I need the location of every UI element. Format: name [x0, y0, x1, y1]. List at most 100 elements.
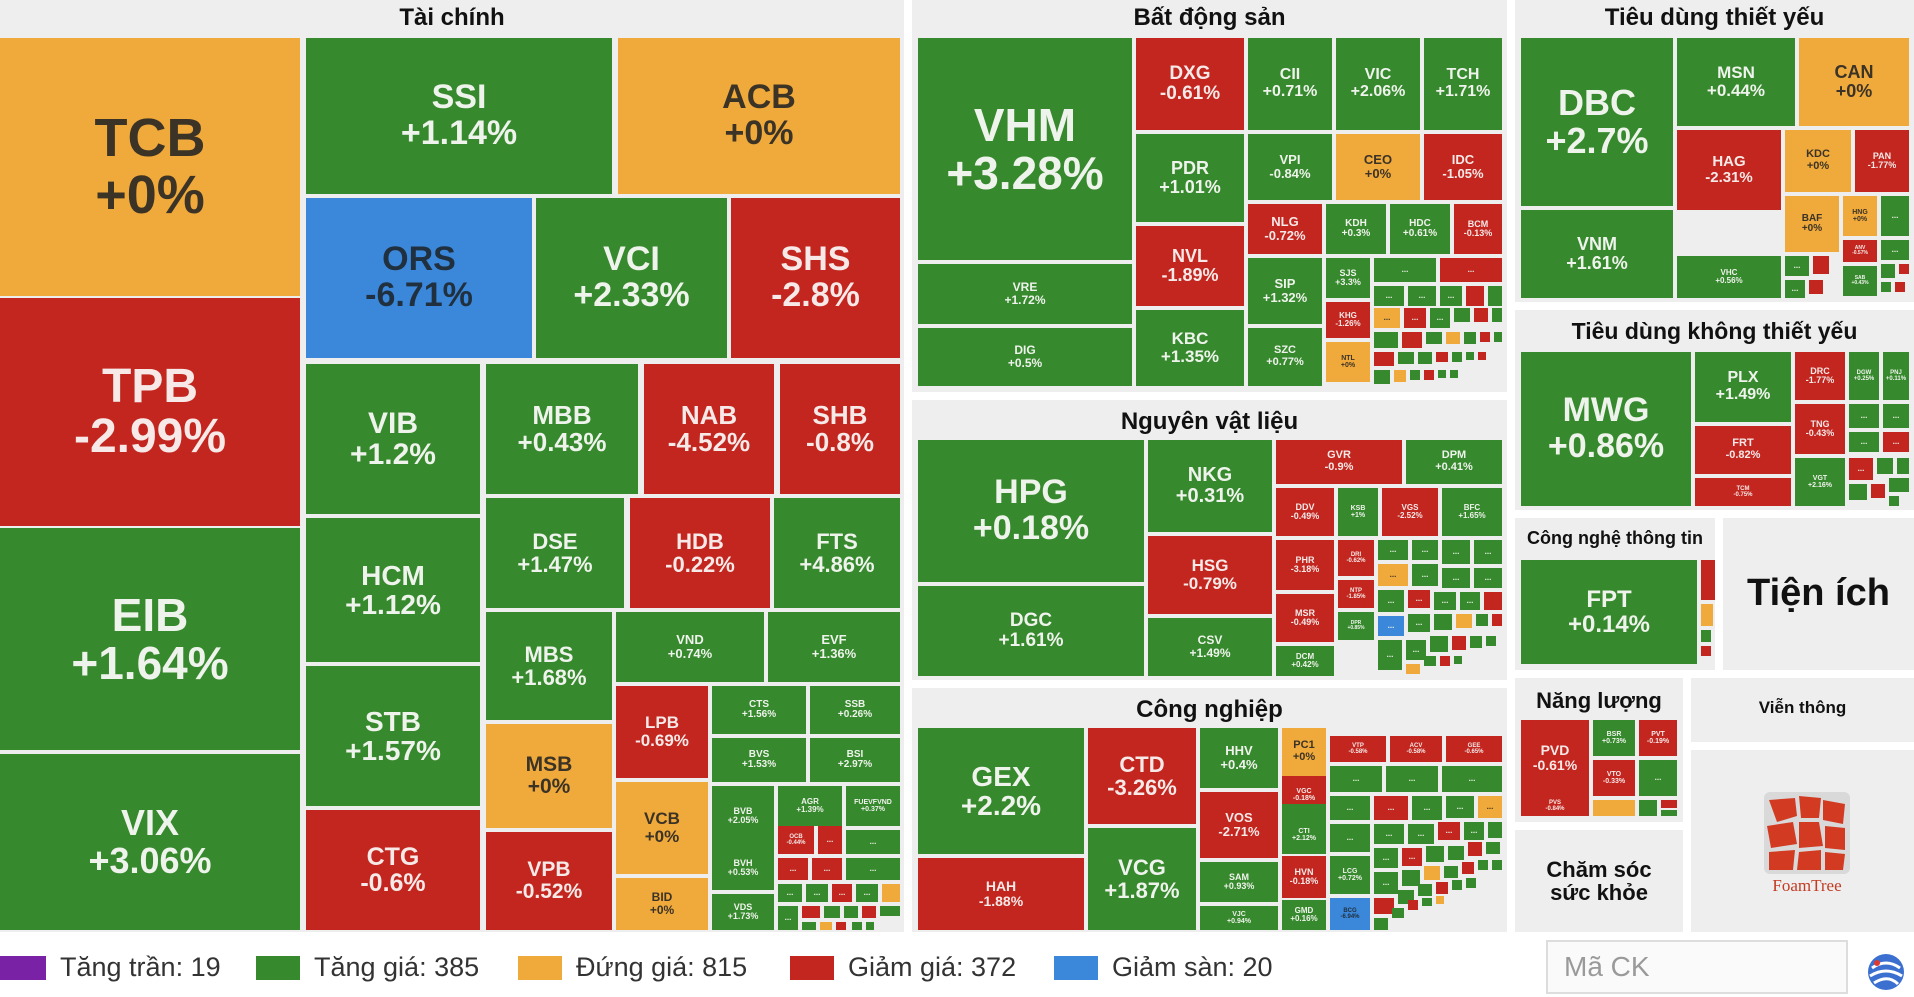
stock-tile-hdb[interactable]: HDB -0.22% [630, 498, 770, 608]
stock-tile-vix[interactable]: VIX +3.06% [0, 754, 300, 930]
stock-tile-kbc[interactable]: KBC +1.35% [1136, 310, 1244, 386]
stock-tile-small[interactable]: ... [1374, 848, 1398, 868]
stock-tile-stb[interactable]: STB +1.57% [306, 666, 480, 806]
stock-tile-dig[interactable]: DIG +0.5% [918, 328, 1132, 386]
stock-tile-small[interactable] [1478, 860, 1488, 870]
stock-tile-small[interactable]: ... [1440, 286, 1462, 306]
stock-tile-bvs[interactable]: BVS +1.53% [712, 738, 806, 782]
stock-tile-sam[interactable]: SAM +0.93% [1200, 862, 1278, 902]
stock-tile-small[interactable] [1410, 370, 1420, 380]
stock-tile-small[interactable] [1464, 332, 1476, 344]
stock-tile-msb[interactable]: MSB +0% [486, 724, 612, 828]
stock-tile-small[interactable]: ... [1442, 568, 1470, 588]
sector-telecom[interactable]: Viễn thông [1691, 678, 1914, 742]
stock-tile-shs[interactable]: SHS -2.8% [731, 198, 900, 358]
stock-tile-small[interactable] [1480, 332, 1490, 342]
stock-tile-small[interactable] [1488, 822, 1502, 838]
stock-tile-vci[interactable]: VCI +2.33% [536, 198, 727, 358]
stock-tile-small[interactable] [1434, 614, 1452, 630]
stock-tile-cts[interactable]: CTS +1.56% [712, 686, 806, 734]
stock-tile-frt[interactable]: FRT -0.82% [1695, 426, 1791, 474]
stock-tile-hcm[interactable]: HCM +1.12% [306, 518, 480, 662]
stock-tile-small[interactable]: ... [1849, 404, 1879, 428]
stock-tile-khg[interactable]: KHG -1.26% [1326, 302, 1370, 338]
stock-tile-small[interactable]: ... [778, 858, 808, 880]
stock-tile-small[interactable]: ... [1474, 540, 1502, 564]
stock-tile-tch[interactable]: TCH +1.71% [1424, 38, 1502, 130]
stock-tile-vhm[interactable]: VHM +3.28% [918, 38, 1132, 260]
stock-tile-small[interactable]: ... [1402, 848, 1422, 866]
stock-tile-ctd[interactable]: CTD -3.26% [1088, 728, 1196, 824]
stock-tile-small[interactable] [1484, 592, 1502, 610]
stock-tile-small[interactable] [1889, 478, 1909, 492]
stock-tile-ceo[interactable]: CEO +0% [1336, 134, 1420, 200]
stock-tile-ocb[interactable]: OCB -0.44% [778, 826, 814, 854]
stock-tile-vjc[interactable]: VJC +0.94% [1200, 906, 1278, 930]
stock-tile-small[interactable] [1436, 896, 1444, 904]
stock-tile-nkg[interactable]: NKG +0.31% [1148, 440, 1272, 532]
stock-tile-bvh[interactable]: BVH +0.53% [712, 846, 774, 890]
stock-tile-small[interactable]: ... [856, 884, 878, 902]
stock-tile-small[interactable]: ... [806, 884, 828, 902]
stock-tile-small[interactable] [1374, 332, 1398, 348]
stock-tile-small[interactable] [836, 922, 846, 930]
stock-tile-gmd[interactable]: GMD +0.16% [1282, 900, 1326, 930]
stock-tile-small[interactable] [1406, 664, 1420, 674]
stock-tile-fpt[interactable]: FPT +0.14% [1521, 560, 1697, 664]
stock-tile-acb[interactable]: ACB +0% [618, 38, 900, 194]
stock-tile-small[interactable] [1452, 636, 1466, 650]
stock-tile-small[interactable] [1402, 870, 1420, 886]
stock-tile-shb[interactable]: SHB -0.8% [780, 364, 900, 494]
stock-tile-small[interactable] [1470, 636, 1482, 648]
stock-tile-hah[interactable]: HAH -1.88% [918, 858, 1084, 930]
stock-tile-pdr[interactable]: PDR +1.01% [1136, 134, 1244, 222]
stock-tile-small[interactable] [1476, 614, 1488, 626]
sector-healthcare[interactable]: Chăm sóc sức khỏe [1515, 830, 1683, 932]
stock-tile-small[interactable]: ... [1883, 432, 1909, 452]
stock-tile-small[interactable] [1661, 810, 1677, 816]
stock-tile-eib[interactable]: EIB +1.64% [0, 528, 300, 750]
stock-tile-small[interactable]: ... [818, 826, 842, 854]
stock-tile-small[interactable]: ... [1430, 308, 1450, 328]
stock-tile-small[interactable] [1881, 264, 1895, 278]
stock-tile-kdh[interactable]: KDH +0.3% [1326, 204, 1386, 254]
stock-tile-small[interactable]: ... [1374, 796, 1408, 820]
stock-tile-nvl[interactable]: NVL -1.89% [1136, 226, 1244, 306]
stock-tile-dgc[interactable]: DGC +1.61% [918, 586, 1144, 676]
stock-tile-small[interactable] [1468, 842, 1482, 856]
stock-tile-small[interactable]: ... [778, 884, 802, 902]
stock-tile-small[interactable] [1701, 604, 1713, 626]
stock-tile-hdc[interactable]: HDC +0.61% [1390, 204, 1450, 254]
stock-tile-small[interactable]: ... [1374, 286, 1404, 306]
stock-tile-small[interactable] [1494, 332, 1502, 342]
stock-tile-anv[interactable]: ANV -0.57% [1843, 240, 1877, 262]
stock-tile-plx[interactable]: PLX +1.49% [1695, 352, 1791, 422]
stock-tile-hpg[interactable]: HPG +0.18% [918, 440, 1144, 582]
stock-tile-small[interactable] [1897, 458, 1909, 474]
stock-tile-small[interactable]: ... [1406, 640, 1426, 660]
stock-tile-small[interactable] [1394, 370, 1406, 382]
stock-tile-small[interactable]: ... [1464, 822, 1484, 840]
stock-tile-pvs[interactable]: PVS -0.84% [1521, 796, 1589, 816]
stock-tile-small[interactable]: ... [778, 906, 798, 930]
stock-tile-small[interactable]: ... [1386, 766, 1438, 792]
stock-tile-tcm[interactable]: TCM -0.75% [1695, 478, 1791, 506]
stock-tile-small[interactable] [820, 922, 832, 930]
stock-tile-small[interactable]: ... [1434, 592, 1456, 610]
stock-tile-small[interactable]: ... [1881, 240, 1909, 260]
stock-tile-vds[interactable]: VDS +1.73% [712, 894, 774, 930]
stock-tile-vos[interactable]: VOS -2.71% [1200, 792, 1278, 858]
stock-tile-pvd[interactable]: PVD -0.61% [1521, 720, 1589, 796]
stock-tile-small[interactable]: ... [1412, 540, 1438, 560]
stock-tile-small[interactable] [1486, 636, 1496, 646]
stock-tile-small[interactable]: ... [1478, 796, 1502, 818]
stock-tile-small[interactable]: ... [1883, 404, 1909, 428]
stock-tile-small[interactable] [1813, 256, 1829, 274]
stock-tile-small[interactable]: ... [1442, 540, 1470, 564]
stock-tile-small[interactable]: ... [1374, 872, 1398, 894]
stock-tile-small[interactable]: ... [1330, 824, 1370, 852]
stock-tile-small[interactable]: ... [1408, 614, 1430, 632]
stock-tile-small[interactable]: ... [1440, 258, 1502, 282]
stock-tile-small[interactable]: ... [1785, 280, 1805, 298]
stock-tile-bvb[interactable]: BVB +2.05% [712, 786, 774, 846]
